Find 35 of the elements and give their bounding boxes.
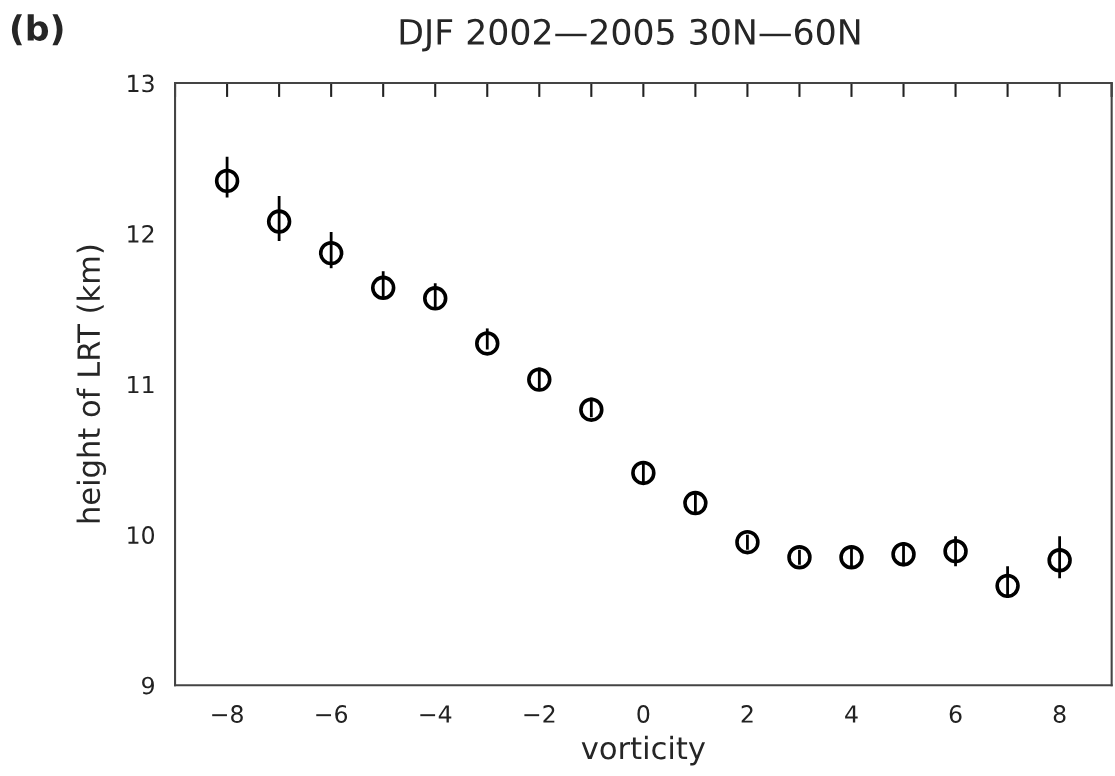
y-tick-label: 11 — [128, 375, 154, 394]
point — [683, 490, 708, 516]
point — [839, 545, 864, 570]
point — [423, 286, 448, 311]
point — [579, 397, 604, 422]
point — [318, 240, 344, 266]
point — [370, 275, 396, 300]
x-tick-label: −6 — [316, 705, 348, 723]
x-tick-label: 6 — [949, 705, 962, 723]
point — [787, 545, 812, 570]
x-tick-label: −8 — [212, 705, 243, 723]
x-tick-label: 0 — [637, 705, 650, 723]
text: (b) — [11, 14, 63, 46]
point — [943, 539, 968, 564]
chart-title: DJF 2002—2005 30N—60N — [400, 18, 860, 52]
point — [891, 542, 916, 567]
y-axis-title: height of LRT (km) — [76, 245, 107, 523]
point — [995, 573, 1020, 599]
point — [475, 331, 500, 356]
y-tick-label: 13 — [128, 74, 154, 93]
x-tick-label: 8 — [1053, 705, 1066, 723]
y-tick-label: 9 — [142, 676, 154, 695]
point — [527, 367, 552, 392]
x-tick-label: −2 — [524, 705, 555, 723]
y-tick-label: 10 — [128, 526, 155, 544]
x-tick-label: 4 — [845, 705, 858, 723]
point — [266, 209, 292, 234]
point — [735, 529, 760, 555]
point — [214, 168, 240, 194]
x-tick-label: −4 — [420, 705, 452, 723]
y-tick-label: 12 — [128, 225, 154, 243]
point — [1047, 548, 1072, 573]
point — [631, 460, 656, 486]
x-tick-label: 2 — [741, 705, 753, 723]
x-axis-title: vorticity — [581, 735, 706, 766]
